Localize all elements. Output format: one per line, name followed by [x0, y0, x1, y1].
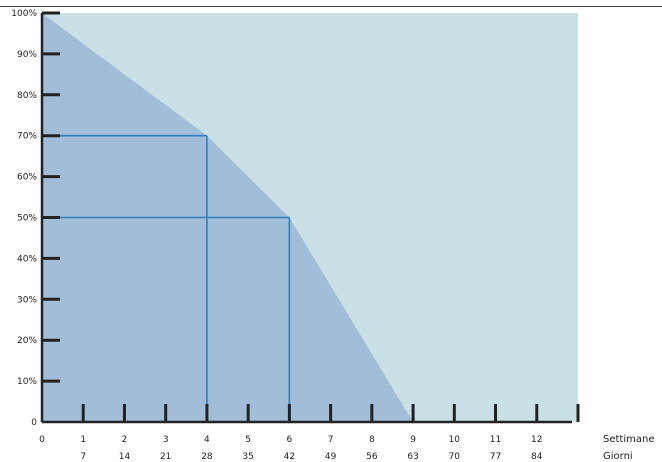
y-axis: 0 10% 20% 30% 40% 50% 60% 70% 80% 90% 100% — [11, 9, 60, 428]
x-tick-label-7: 7 — [328, 435, 334, 445]
x-tick-label-5: 5 — [245, 435, 251, 445]
reference-lines — [42, 134, 291, 422]
secondary-x-tick-label-3: 28 — [201, 452, 213, 462]
secondary-x-tick-label-11: 84 — [531, 452, 543, 462]
secondary-x-tick-label-8: 63 — [407, 452, 418, 462]
secondary-x-axis-title: Giorni — [603, 451, 633, 462]
x-tick-label-8: 8 — [369, 435, 375, 445]
y-tick-label-4: 40% — [17, 254, 37, 264]
y-tick-label-6: 60% — [17, 173, 37, 183]
x-tick-label-0: 0 — [39, 435, 45, 445]
x-tick-label-1: 1 — [80, 435, 86, 445]
secondary-x-tick-label-1: 14 — [119, 452, 131, 462]
y-tick-label-7: 70% — [17, 132, 37, 142]
x-tick-label-4: 4 — [204, 435, 210, 445]
y-tick-label-10: 100% — [11, 9, 37, 19]
y-tick-label-5: 50% — [17, 214, 37, 224]
secondary-x-tick-label-4: 35 — [242, 452, 253, 462]
y-tick-label-9: 90% — [17, 50, 37, 60]
x-axis-title: Settimane — [603, 434, 654, 445]
x-axis: 0 1 2 3 4 5 6 7 8 9 10 11 127 14 21 28 35 42 49 56 63 70 77 84 — [39, 404, 580, 462]
secondary-x-tick-label-2: 21 — [160, 452, 171, 462]
x-tick-label-12: 12 — [531, 435, 542, 445]
secondary-x-tick-label-7: 56 — [366, 452, 378, 462]
x-tick-label-6: 6 — [287, 435, 293, 445]
secondary-x-tick-label-0: 7 — [80, 452, 86, 462]
y-tick-label-2: 20% — [17, 336, 37, 346]
secondary-x-tick-label-10: 77 — [490, 452, 501, 462]
secondary-x-tick-label-9: 70 — [449, 452, 461, 462]
y-tick-label-8: 80% — [17, 91, 37, 101]
x-tick-label-2: 2 — [122, 435, 128, 445]
secondary-x-tick-label-6: 49 — [325, 452, 337, 462]
x-tick-label-9: 9 — [410, 435, 416, 445]
y-tick-label-3: 30% — [17, 295, 37, 305]
y-tick-label-1: 10% — [17, 377, 37, 387]
x-tick-label-3: 3 — [163, 435, 169, 445]
x-tick-label-11: 11 — [490, 435, 501, 445]
secondary-x-tick-label-5: 42 — [284, 452, 295, 462]
x-tick-label-10: 10 — [449, 435, 461, 445]
y-tick-label-0: 0 — [31, 418, 37, 428]
